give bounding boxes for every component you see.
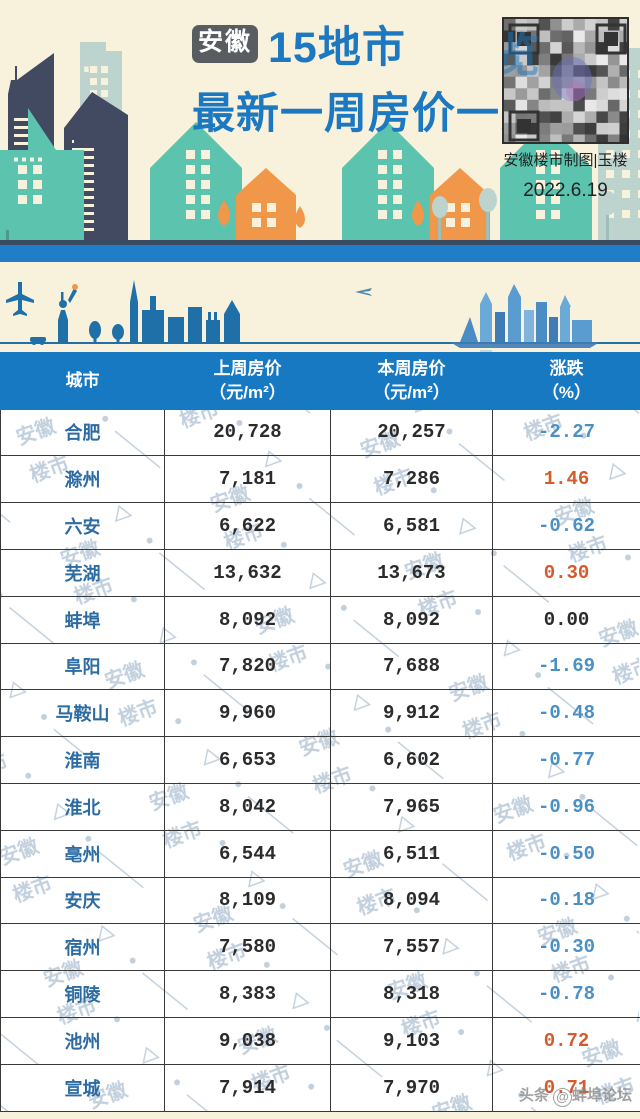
svg-text:览: 览	[504, 29, 540, 81]
